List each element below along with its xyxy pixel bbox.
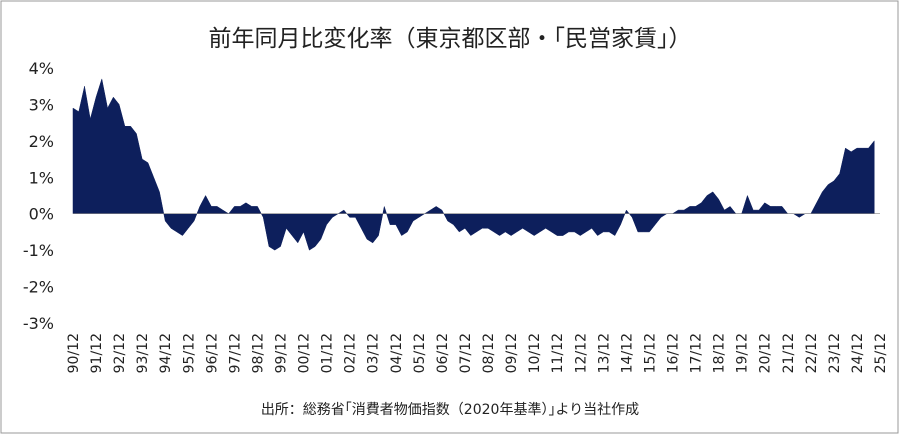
x-tick-label: 02/12 [343, 333, 359, 373]
x-tick-label: 95/12 [181, 333, 197, 373]
y-tick-label: 1% [29, 168, 54, 187]
x-tick-label: 00/12 [297, 333, 313, 373]
area [72, 78, 875, 251]
x-tick-label: 25/12 [873, 333, 889, 373]
x-tick-label: 21/12 [781, 333, 797, 373]
x-tick-label: 14/12 [619, 333, 635, 373]
x-tick-label: 18/12 [712, 333, 728, 373]
x-tick-label: 10/12 [527, 333, 543, 373]
x-tick-label: 06/12 [435, 333, 451, 373]
y-tick-label: 4% [29, 59, 54, 78]
y-tick-label: 3% [29, 95, 54, 114]
x-tick-label: 92/12 [112, 333, 128, 373]
x-tick-label: 08/12 [481, 333, 497, 373]
x-tick-label: 24/12 [850, 333, 866, 373]
x-tick-label: 22/12 [804, 333, 820, 373]
x-tick-label: 09/12 [504, 333, 520, 373]
y-tick-label: 0% [29, 205, 54, 224]
x-tick-label: 03/12 [366, 333, 382, 373]
x-tick-label: 01/12 [320, 333, 336, 373]
x-tick-label: 94/12 [158, 333, 174, 373]
y-tick-label: -3% [23, 314, 54, 333]
x-tick-label: 07/12 [458, 333, 474, 373]
x-tick-label: 91/12 [89, 333, 105, 373]
source-note: 出所：総務省｢消費者物価指数（2020年基準）｣より当社作成 [261, 401, 639, 418]
x-tick-label: 19/12 [735, 333, 751, 373]
x-tick-label: 97/12 [227, 333, 243, 373]
x-tick-label: 12/12 [573, 333, 589, 373]
y-tick-label: 2% [29, 132, 54, 151]
chart-title: 前年同月比変化率（東京都区部・｢民営家賃｣） [209, 26, 692, 52]
x-tick-label: 99/12 [274, 333, 290, 373]
x-tick-label: 20/12 [758, 333, 774, 373]
x-tick-label: 98/12 [250, 333, 266, 373]
x-tick-label: 17/12 [689, 333, 705, 373]
x-tick-label: 04/12 [389, 333, 405, 373]
x-tick-label: 05/12 [412, 333, 428, 373]
y-tick-label: -2% [23, 278, 54, 297]
x-tick-label: 90/12 [66, 333, 82, 373]
x-tick-label: 11/12 [550, 333, 566, 373]
x-tick-label: 15/12 [642, 333, 658, 373]
x-tick-label: 96/12 [204, 333, 220, 373]
y-tick-label: -1% [23, 241, 54, 260]
x-tick-label: 23/12 [827, 333, 843, 373]
x-tick-label: 16/12 [665, 333, 681, 373]
x-tick-label: 13/12 [596, 333, 612, 373]
x-tick-label: 93/12 [135, 333, 151, 373]
